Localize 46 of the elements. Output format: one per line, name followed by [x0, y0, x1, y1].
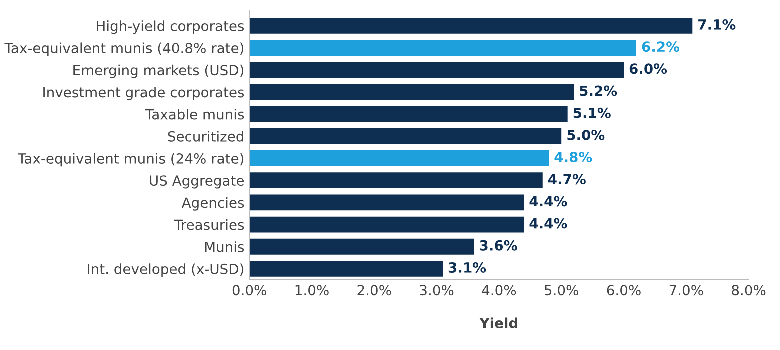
data-label: 7.1% — [698, 19, 736, 30]
y-tick-label: Securitized — [168, 131, 244, 142]
bar — [250, 84, 574, 100]
data-label: 4.4% — [530, 218, 568, 229]
data-label: 5.0% — [568, 130, 605, 140]
y-tick-label: Emerging markets (USD) — [74, 64, 244, 78]
bar — [250, 216, 524, 233]
y-tick-label: Investment grade corporates — [44, 86, 244, 100]
x-tick-label: 7.0% — [670, 285, 704, 296]
data-label: 3.6% — [480, 240, 518, 251]
data-label: 5.2% — [580, 86, 618, 96]
x-tick-label: 0.0% — [232, 285, 266, 296]
data-label: 6.0% — [630, 64, 668, 74]
bar — [250, 238, 474, 255]
x-axis-title: Yield — [480, 318, 518, 328]
y-tick-label: Int. developed (x-USD) — [88, 264, 244, 278]
x-tick-label: 3.0% — [420, 285, 454, 296]
y-tick-label: Tax-equivalent munis (40.8% rate) — [4, 42, 244, 56]
data-label: 4.4% — [530, 196, 568, 207]
y-tick-label: Treasuries — [174, 220, 244, 230]
bar — [250, 172, 543, 189]
data-label: 4.8% — [554, 152, 592, 163]
x-tick-label: 2.0% — [358, 285, 392, 296]
bar — [250, 18, 693, 34]
bar — [250, 194, 524, 211]
y-tick-label: High-yield corporates — [97, 20, 244, 34]
bar — [250, 40, 636, 56]
x-tick-label: 4.0% — [482, 285, 516, 296]
y-tick-label: Tax-equivalent munis (24% rate) — [18, 153, 244, 167]
data-label: 4.7% — [548, 174, 586, 185]
x-tick-label: 8.0% — [732, 285, 766, 296]
bar — [250, 62, 624, 78]
y-tick-label: US Aggregate — [150, 176, 244, 189]
bar — [250, 261, 444, 277]
data-label: 3.1% — [448, 262, 486, 273]
x-tick-label: 1.0% — [296, 285, 329, 296]
x-tick-label: 6.0% — [607, 285, 641, 296]
bar — [250, 106, 568, 122]
bar — [250, 128, 562, 144]
y-tick-label: Taxable munis — [145, 109, 244, 120]
data-label: 6.2% — [642, 42, 680, 52]
x-tick-label: 5.0% — [545, 285, 578, 296]
data-label: 5.1% — [574, 108, 611, 118]
y-tick-label: Agencies — [182, 197, 244, 211]
y-tick-label: Munis — [205, 242, 244, 252]
bar — [250, 150, 550, 166]
